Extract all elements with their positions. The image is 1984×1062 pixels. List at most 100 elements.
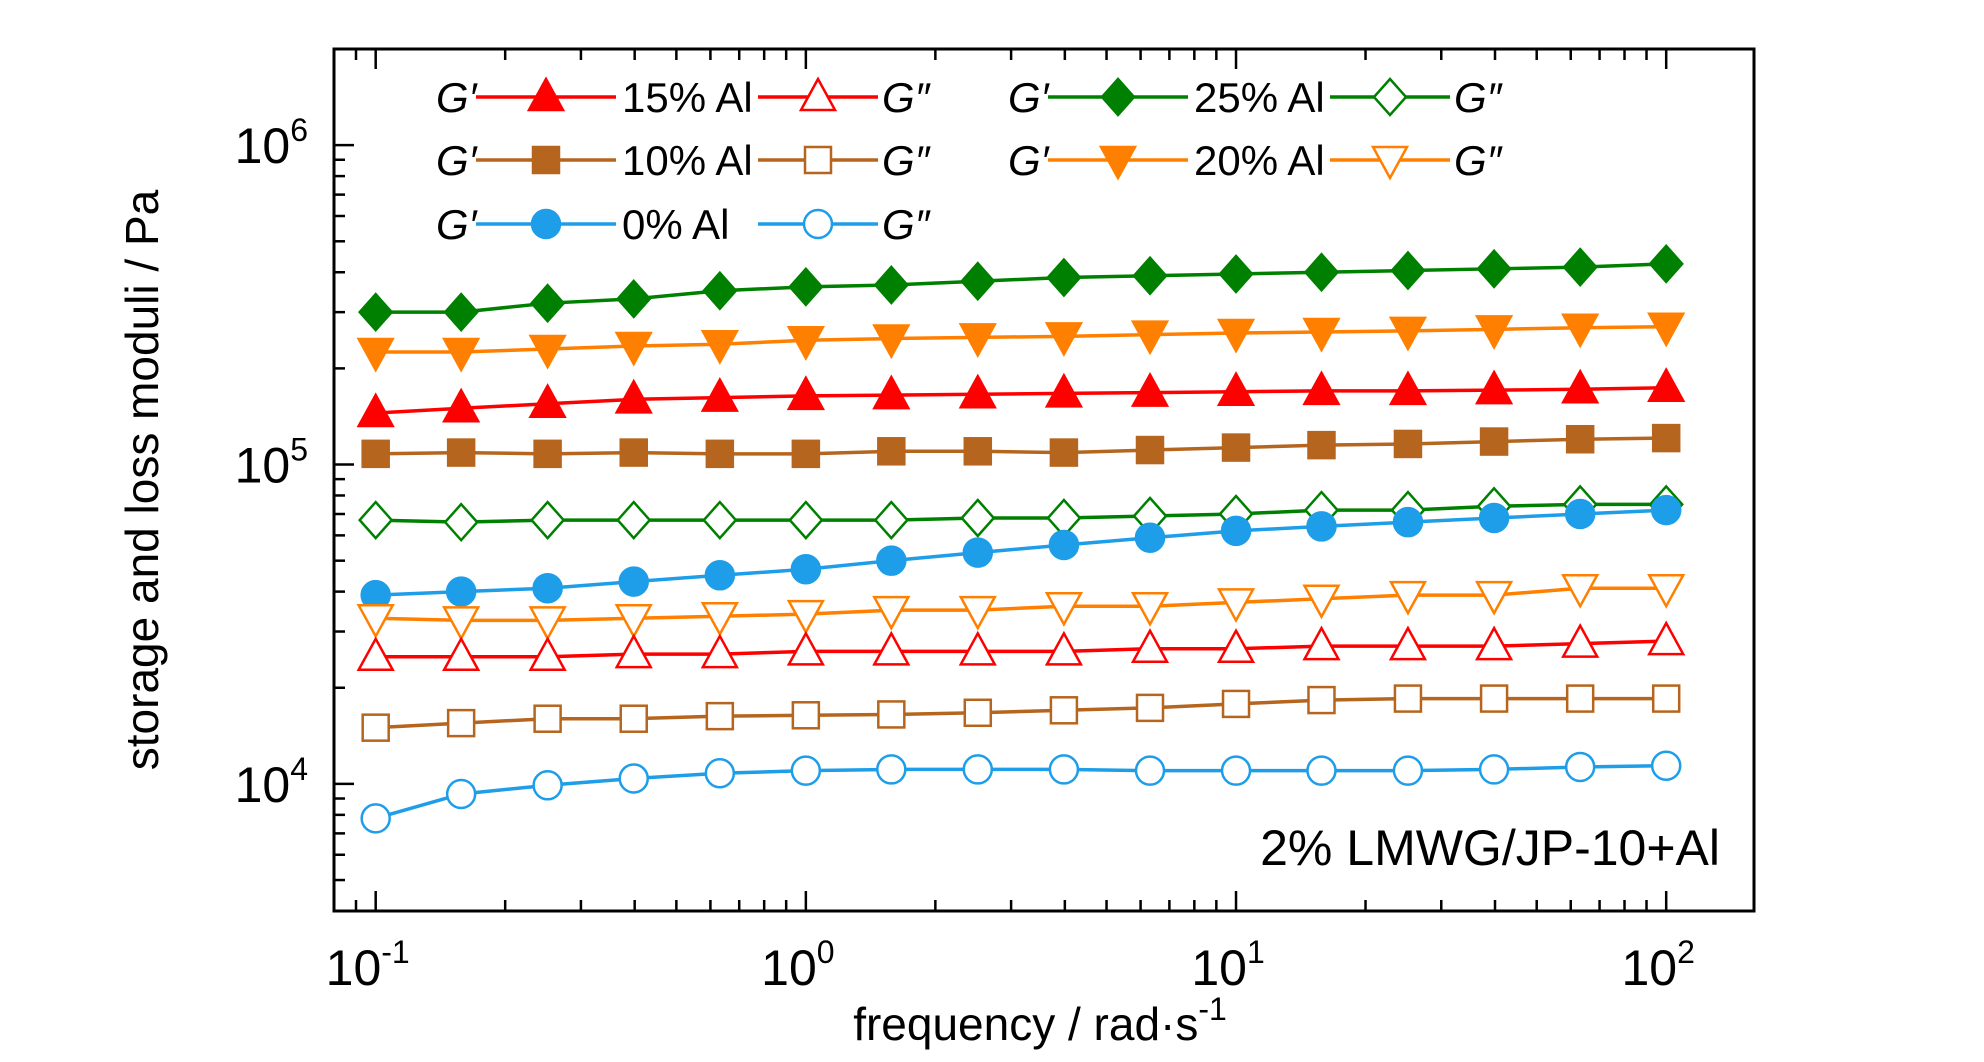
data-point: [1307, 685, 1336, 715]
legend-marker-filled: [530, 208, 562, 240]
data-point: [1565, 424, 1595, 454]
legend-label: 25% Al: [1194, 74, 1325, 121]
data-point: [1478, 754, 1510, 785]
data-point: [361, 713, 390, 742]
data-point: [786, 599, 825, 635]
data-point: [1302, 584, 1341, 620]
data-point: [532, 770, 563, 801]
series-line: [375, 586, 1667, 623]
data-point: [791, 439, 821, 469]
data-point: [533, 704, 562, 733]
legend-marker-filled: [526, 76, 566, 112]
data-point: [533, 439, 562, 469]
data-point: [1474, 315, 1514, 350]
legend-marker-open: [802, 208, 834, 240]
data-point: [1565, 684, 1595, 713]
data-point: [356, 604, 395, 639]
data-point: [700, 601, 739, 637]
data-point: [1216, 588, 1256, 624]
x-tick-base: 10: [1621, 940, 1677, 996]
data-point: [1388, 580, 1428, 616]
series-15Al-storage: [356, 367, 1686, 428]
data-point: [1216, 371, 1256, 406]
data-point: [356, 392, 395, 428]
data-point: [356, 636, 395, 672]
data-series: [356, 243, 1686, 834]
series-line: [375, 262, 1667, 314]
series-10Al-loss: [361, 684, 1681, 742]
data-point: [616, 500, 652, 540]
data-point: [1048, 754, 1080, 785]
y-tick-label: 104: [235, 751, 308, 813]
data-point: [876, 545, 907, 576]
data-point: [1044, 372, 1084, 408]
data-point: [958, 373, 997, 409]
data-point: [358, 292, 394, 333]
data-point: [532, 572, 563, 604]
legend-label: 15% Al: [622, 74, 753, 121]
data-point: [1218, 254, 1254, 294]
data-point: [1302, 370, 1341, 406]
data-point: [1474, 625, 1514, 661]
data-point: [872, 324, 911, 360]
legend-label: 0% Al: [622, 201, 729, 248]
data-point: [788, 500, 824, 540]
data-point: [872, 630, 911, 666]
data-point: [958, 323, 997, 359]
series-line: [375, 508, 1667, 597]
legend-loss-symbol: G″: [882, 137, 932, 184]
data-point: [528, 334, 567, 370]
data-point: [1647, 367, 1686, 402]
data-point: [1479, 684, 1509, 713]
series-line: [375, 385, 1667, 415]
data-point: [614, 378, 653, 414]
data-point: [1561, 313, 1600, 349]
data-point: [960, 498, 996, 538]
data-point: [786, 630, 825, 666]
x-tick-exponent: 2: [1677, 934, 1695, 970]
data-point: [1216, 318, 1256, 354]
data-point: [442, 636, 481, 672]
legend-storage-symbol: G′: [436, 137, 479, 184]
data-point: [1474, 580, 1514, 616]
data-point: [877, 700, 906, 729]
data-point: [1130, 371, 1170, 407]
legend-loss-symbol: G″: [1454, 137, 1504, 184]
data-point: [786, 325, 825, 361]
data-point: [1130, 591, 1170, 627]
data-point: [700, 377, 739, 412]
data-point: [1388, 625, 1428, 661]
series-line: [375, 502, 1667, 524]
data-point: [445, 778, 477, 810]
data-point: [1479, 427, 1509, 456]
x-tick-label: 101: [1191, 934, 1264, 996]
data-point: [614, 331, 653, 367]
data-point: [446, 708, 476, 738]
data-point: [1476, 248, 1512, 289]
data-point: [1221, 689, 1251, 719]
data-point: [788, 266, 824, 307]
legend-marker-filled: [1100, 77, 1136, 117]
x-tick-exponent: 0: [817, 934, 835, 970]
legend-marker-filled: [1098, 145, 1138, 181]
x-tick-exponent: 1: [1247, 934, 1265, 970]
data-point: [442, 337, 481, 373]
data-point: [442, 606, 481, 642]
x-axis-label: frequency / rad·s-1: [853, 991, 1227, 1050]
legend-loss-symbol: G″: [882, 74, 932, 121]
data-point: [958, 595, 997, 631]
data-point: [1650, 494, 1682, 526]
legend-entry: G′ 10% Al G″: [436, 137, 932, 184]
data-point: [528, 383, 567, 418]
legend-storage-symbol: G′: [436, 201, 479, 248]
data-point: [700, 633, 739, 669]
data-point: [1303, 252, 1340, 293]
legend-entry: G′ 20% Al G″: [1008, 137, 1504, 184]
data-point: [1049, 696, 1079, 725]
data-point: [790, 554, 822, 585]
series-10Al-storage: [361, 423, 1681, 469]
data-point: [614, 633, 653, 669]
data-point: [1302, 317, 1341, 353]
y-axis-label: storage and loss moduli / Pa: [116, 189, 168, 770]
legend-entry: G′ 0% Al G″: [436, 201, 932, 248]
